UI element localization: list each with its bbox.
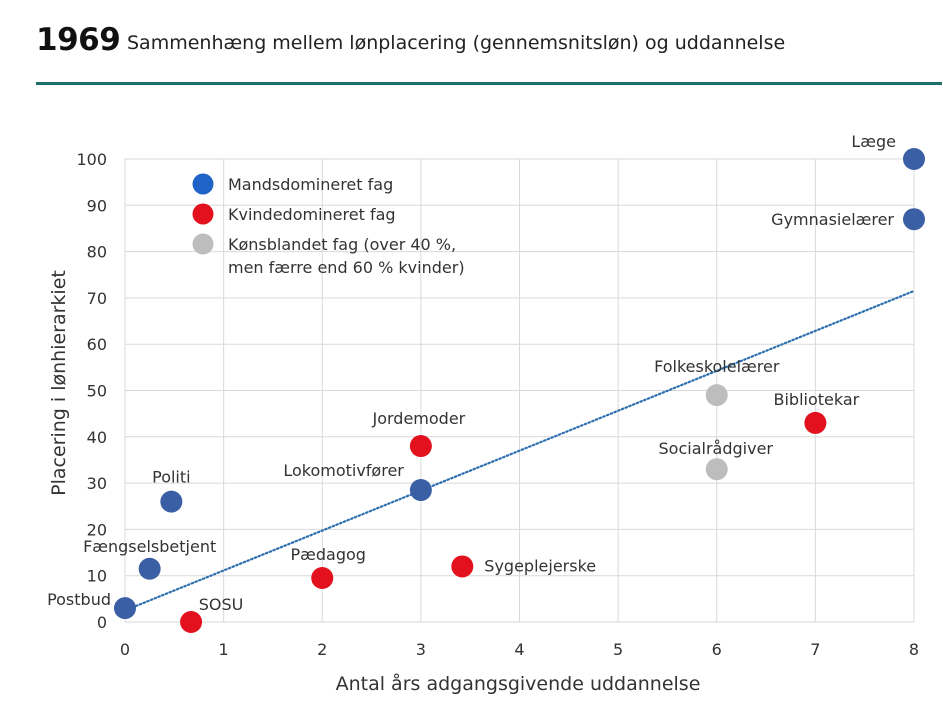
- data-label: Fængselsbetjent: [83, 537, 216, 556]
- y-tick-label: 0: [97, 613, 107, 632]
- x-tick-label: 6: [712, 640, 722, 659]
- data-label: Jordemoder: [371, 409, 465, 428]
- y-tick-label: 100: [76, 150, 107, 169]
- legend: Mandsdomineret fag Kvindedomineret fag Køn…: [192, 173, 465, 277]
- data-label: Folkeskolelærer: [654, 357, 780, 376]
- data-point-male: [138, 557, 161, 580]
- x-tick-label: 7: [810, 640, 820, 659]
- data-label: Socialrådgiver: [659, 439, 774, 458]
- y-tick-label: 20: [87, 520, 107, 539]
- y-tick-label: 80: [87, 243, 107, 262]
- y-tick-label: 30: [87, 474, 107, 493]
- x-tick-label: 0: [120, 640, 130, 659]
- data-point-female: [804, 411, 827, 434]
- grid: [124, 158, 915, 623]
- data-point-mixed: [705, 384, 728, 407]
- axis-ticks: 0 10 20 30 40 50 60 70 80 90 100 0 1 2 3 4 5 6 7 8: [76, 150, 919, 659]
- legend-label: Kvindedomineret fag: [228, 205, 396, 224]
- x-axis-label: Antal års adgangsgivende uddannelse: [336, 672, 701, 695]
- y-tick-label: 50: [87, 382, 107, 401]
- data-label: SOSU: [199, 595, 244, 614]
- trendline-layer: [123, 289, 916, 612]
- data-label: Politi: [152, 468, 190, 487]
- data-point-male: [160, 490, 183, 513]
- header-rule: [36, 82, 942, 85]
- y-axis-label: Placering i lønhierarkiet: [48, 270, 70, 496]
- y-tick-label: 10: [87, 567, 107, 586]
- x-tick-label: 3: [416, 640, 426, 659]
- x-tick-label: 1: [219, 640, 229, 659]
- legend-label: men færre end 60 % kvinder): [228, 258, 465, 277]
- data-label: Sygeplejerske: [484, 556, 596, 575]
- x-tick-label: 2: [317, 640, 327, 659]
- legend-marker-mixed: [192, 233, 214, 255]
- legend-marker-male: [192, 173, 214, 195]
- y-tick-label: 70: [87, 289, 107, 308]
- data-points: Læge Gymnasielærer Politi Lokomotivfører Fæn…: [47, 132, 925, 633]
- legend-marker-female: [192, 203, 214, 225]
- data-point-female: [180, 611, 203, 633]
- data-label: Postbud: [47, 590, 111, 609]
- chart-header: 1969 Sammenhæng mellem lønplacering (gen…: [36, 18, 941, 80]
- year-label: 1969: [36, 22, 121, 58]
- x-tick-label: 5: [613, 640, 623, 659]
- data-label: Læge: [851, 132, 896, 151]
- y-tick-label: 90: [87, 196, 107, 215]
- data-point-mixed: [705, 458, 728, 481]
- y-tick-label: 40: [87, 428, 107, 447]
- x-tick-label: 4: [514, 640, 524, 659]
- data-label: Lokomotivfører: [283, 461, 404, 480]
- trendline: [123, 289, 916, 612]
- data-point-female: [409, 435, 432, 458]
- data-point-male: [409, 479, 432, 502]
- data-label: Gymnasielærer: [771, 210, 894, 229]
- data-point-female: [451, 555, 474, 578]
- data-point-female: [311, 567, 334, 590]
- legend-label: Mandsdomineret fag: [228, 175, 393, 194]
- legend-label: Kønsblandet fag (over 40 %,: [228, 235, 456, 254]
- chart-title: Sammenhæng mellem lønplacering (gennemsn…: [127, 32, 786, 54]
- data-label: Pædagog: [291, 545, 366, 564]
- x-tick-label: 8: [909, 640, 919, 659]
- data-point-male: [114, 597, 136, 620]
- data-point-male: [903, 148, 925, 170]
- y-tick-label: 60: [87, 335, 107, 354]
- data-point-male: [903, 208, 925, 231]
- data-label: Bibliotekar: [774, 390, 860, 409]
